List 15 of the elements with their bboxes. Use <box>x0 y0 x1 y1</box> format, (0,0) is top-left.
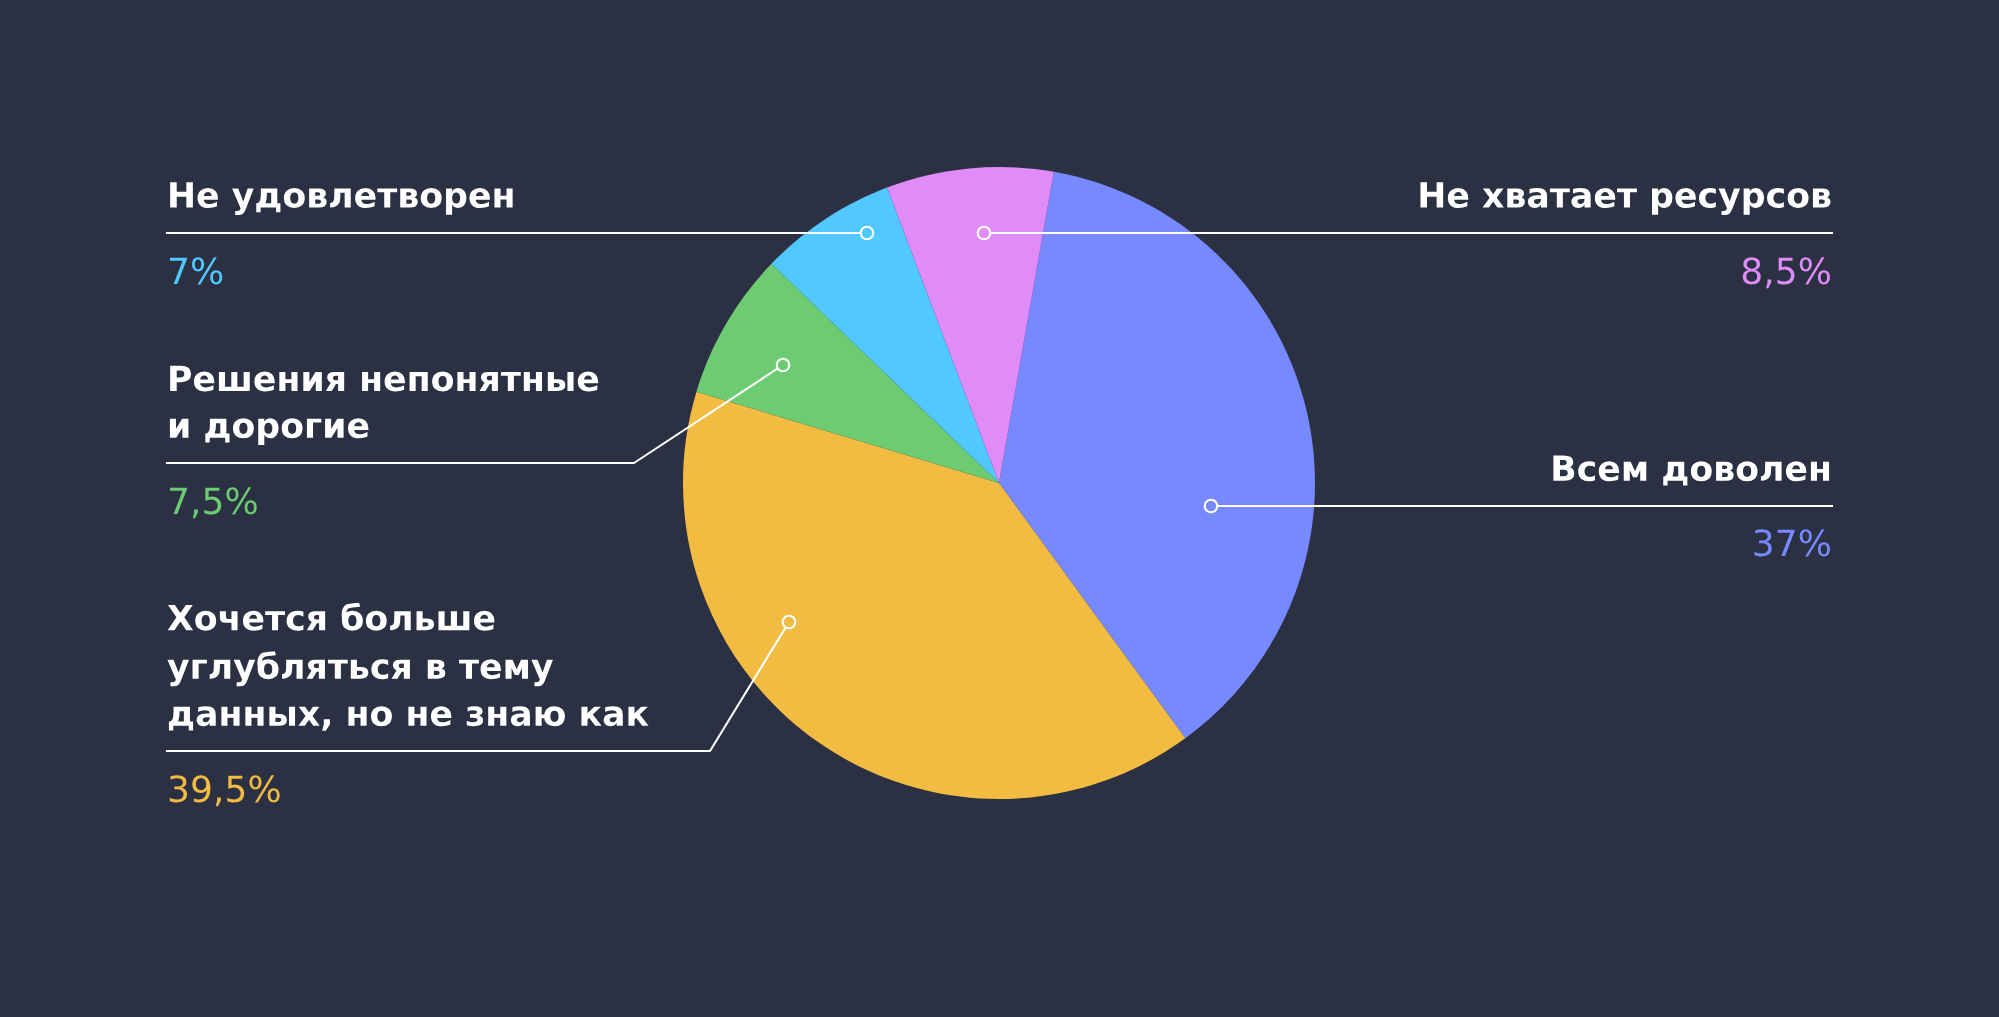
pie-slice <box>771 187 999 483</box>
data-label: 8,5% <box>1742 257 1831 289</box>
slice-label: Решения непонятные и дорогие <box>169 365 599 445</box>
data-label: 7% <box>169 257 223 285</box>
pie-slice <box>887 167 1054 483</box>
data-label: 39,5% <box>169 775 280 807</box>
slice-label: Не хватает ресурсов <box>1420 182 1831 215</box>
data-label: 7,5% <box>169 487 257 519</box>
slice-label: Не удовлетворен <box>170 182 513 215</box>
pie-slice <box>999 171 1315 739</box>
data-label: 37% <box>1754 529 1831 557</box>
pie-slice <box>683 391 1186 799</box>
slice-label: Всем доволен <box>1553 455 1830 486</box>
slice-label: Хочется больше углубляться в тему данных, но не знаю как <box>167 602 649 731</box>
pie-slice <box>696 263 999 483</box>
